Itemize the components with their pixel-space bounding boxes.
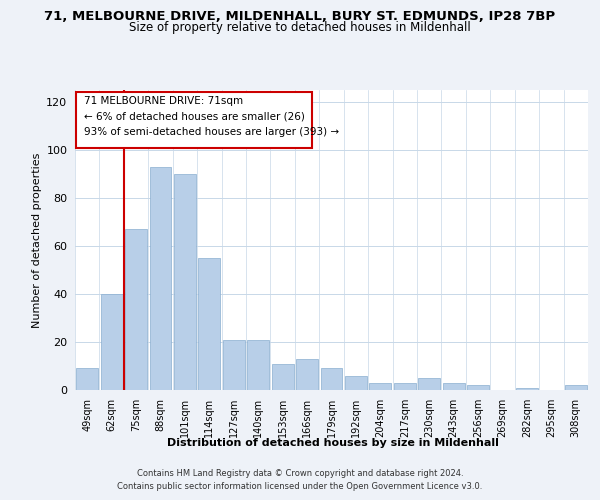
Bar <box>394 383 416 390</box>
Bar <box>125 229 147 390</box>
Text: Contains HM Land Registry data © Crown copyright and database right 2024.
Contai: Contains HM Land Registry data © Crown c… <box>118 469 482 491</box>
Bar <box>418 378 440 390</box>
Bar <box>516 388 538 390</box>
Bar <box>443 383 464 390</box>
Bar <box>296 359 318 390</box>
Text: Distribution of detached houses by size in Mildenhall: Distribution of detached houses by size … <box>167 438 499 448</box>
Bar <box>76 368 98 390</box>
Y-axis label: Number of detached properties: Number of detached properties <box>32 152 42 328</box>
Text: Size of property relative to detached houses in Mildenhall: Size of property relative to detached ho… <box>129 22 471 35</box>
Bar <box>149 167 172 390</box>
Bar <box>370 383 391 390</box>
Bar <box>174 174 196 390</box>
Bar <box>345 376 367 390</box>
Bar <box>467 385 489 390</box>
Bar <box>101 294 122 390</box>
Text: 71 MELBOURNE DRIVE: 71sqm
← 6% of detached houses are smaller (26)
93% of semi-d: 71 MELBOURNE DRIVE: 71sqm ← 6% of detach… <box>83 96 338 137</box>
Bar <box>272 364 293 390</box>
Text: 71, MELBOURNE DRIVE, MILDENHALL, BURY ST. EDMUNDS, IP28 7BP: 71, MELBOURNE DRIVE, MILDENHALL, BURY ST… <box>44 10 556 23</box>
Bar <box>565 385 587 390</box>
FancyBboxPatch shape <box>76 92 312 148</box>
Bar <box>320 368 343 390</box>
Bar <box>223 340 245 390</box>
Bar <box>247 340 269 390</box>
Bar <box>199 258 220 390</box>
